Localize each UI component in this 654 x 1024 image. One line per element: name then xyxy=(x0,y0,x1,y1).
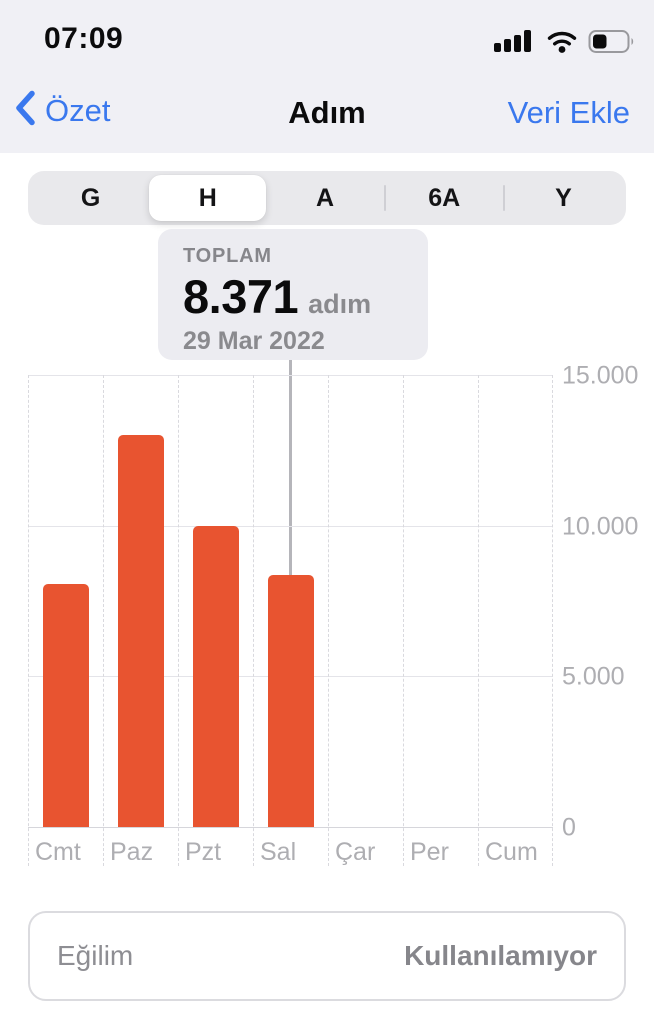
trend-card[interactable]: Eğilim Kullanılamıyor xyxy=(28,911,626,1001)
cellular-signal-icon xyxy=(494,28,536,59)
segment-Y[interactable]: Y xyxy=(555,183,572,212)
gridline-horizontal xyxy=(28,375,553,376)
x-axis-label: Cum xyxy=(485,838,538,866)
chart-tooltip: TOPLAM 8.371 adım 29 Mar 2022 xyxy=(158,229,428,360)
x-axis-label: Çar xyxy=(335,838,376,866)
back-button[interactable]: Özet xyxy=(14,90,110,131)
bar-Sal[interactable] xyxy=(267,574,314,827)
segment-divider xyxy=(502,185,505,211)
x-axis-label: Cmt xyxy=(35,838,81,866)
step-chart[interactable] xyxy=(28,375,553,866)
segment-A[interactable]: A xyxy=(315,183,335,212)
time-range-segmented-control: G H A 6A Y xyxy=(28,171,626,225)
header: 07:09 xyxy=(0,0,654,153)
trend-value: Kullanılamıyor xyxy=(404,940,597,971)
wifi-icon xyxy=(545,28,579,59)
x-axis-label: Sal xyxy=(260,838,297,866)
y-axis-label: 0 xyxy=(562,813,576,842)
back-button-label: Özet xyxy=(45,92,111,128)
y-axis-label: 5.000 xyxy=(562,662,625,691)
tooltip-value: 8.371 xyxy=(183,270,299,323)
battery-icon xyxy=(588,29,636,59)
segment-6A[interactable]: 6A xyxy=(428,183,461,212)
x-axis-label: Per xyxy=(410,838,449,866)
bar-Pzt[interactable] xyxy=(192,525,239,827)
bar-Cmt[interactable] xyxy=(42,584,89,827)
status-bar-icons xyxy=(494,28,636,59)
segment-H[interactable]: H xyxy=(149,175,267,221)
tooltip-date: 29 Mar 2022 xyxy=(183,327,325,355)
gridline-vertical xyxy=(551,375,553,866)
tooltip-label: TOPLAM xyxy=(183,245,272,267)
tooltip-pointer-line xyxy=(288,360,292,575)
gridline-vertical xyxy=(103,375,104,866)
gridline-vertical xyxy=(28,375,29,866)
trend-label: Eğilim xyxy=(57,940,134,971)
gridline-horizontal xyxy=(28,525,553,527)
tooltip-value-row: 8.371 adım xyxy=(183,269,428,324)
gridline-vertical xyxy=(178,375,179,866)
gridline-horizontal xyxy=(28,827,553,828)
y-axis-label: 10.000 xyxy=(562,512,639,541)
gridline-vertical xyxy=(253,375,254,866)
segment-divider xyxy=(383,185,386,211)
gridline-vertical xyxy=(328,375,329,866)
x-axis-label: Paz xyxy=(110,838,154,866)
tooltip-unit: adım xyxy=(308,289,372,319)
gridline-vertical xyxy=(403,375,404,866)
status-bar-time: 07:09 xyxy=(44,22,124,55)
bar-Paz[interactable] xyxy=(117,435,164,827)
add-data-button[interactable]: Veri Ekle xyxy=(507,95,630,130)
y-axis-label: 15.000 xyxy=(562,361,639,390)
x-axis-label: Pzt xyxy=(185,838,222,866)
gridline-vertical xyxy=(478,375,479,866)
chevron-left-icon xyxy=(14,90,36,131)
segment-G[interactable]: G xyxy=(80,183,101,212)
